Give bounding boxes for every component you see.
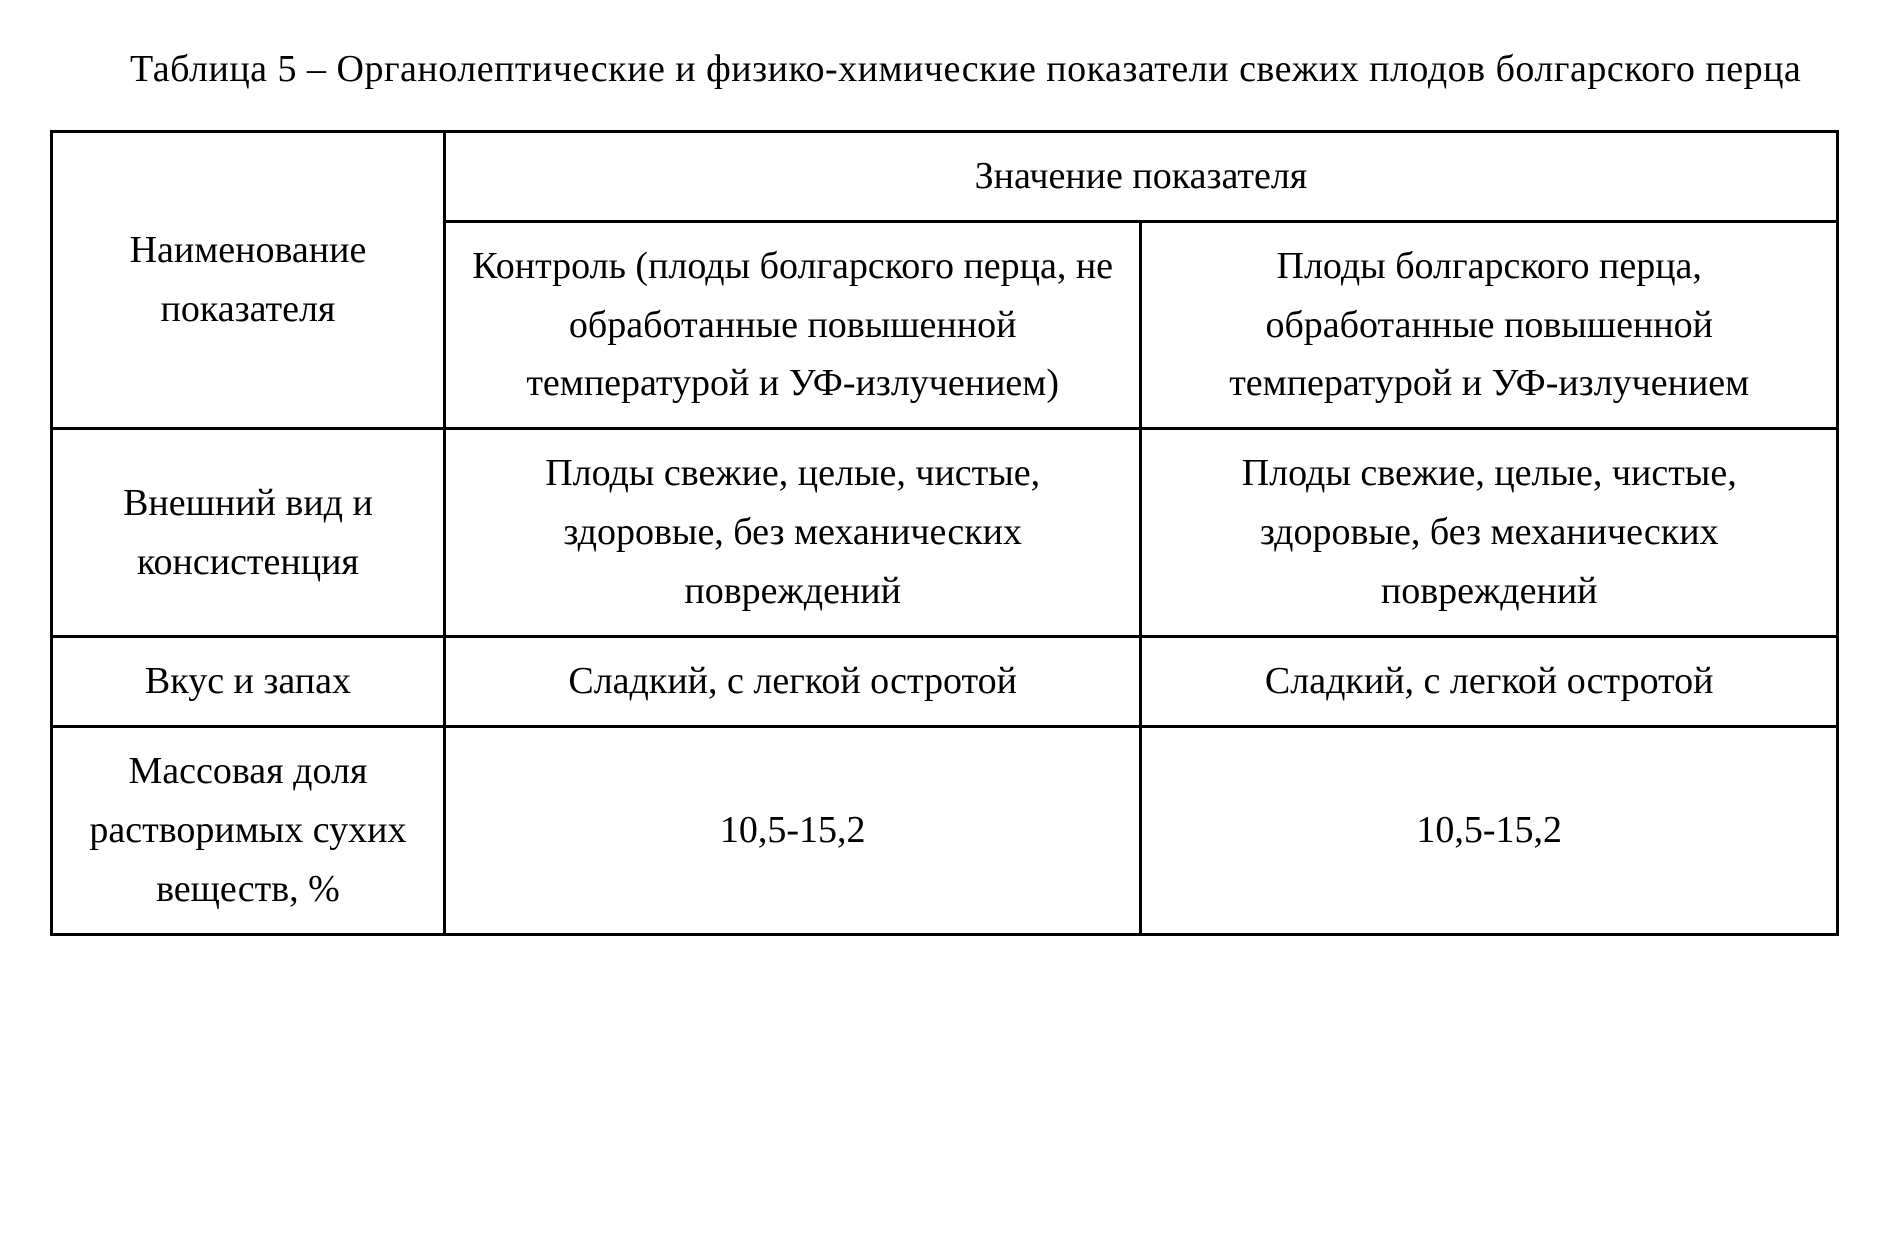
- cell-name: Вкус и запах: [52, 637, 445, 727]
- cell-control: Сладкий, с легкой остротой: [444, 637, 1141, 727]
- cell-treated: 10,5-15,2: [1141, 726, 1838, 934]
- data-table: Наименование показателя Значение показат…: [50, 130, 1839, 936]
- table-header-row-1: Наименование показателя Значение показат…: [52, 131, 1838, 221]
- header-col1: Наименование показателя: [52, 131, 445, 429]
- cell-treated: Сладкий, с легкой остротой: [1141, 637, 1838, 727]
- header-col3: Плоды болгарского перца, обработанные по…: [1141, 221, 1838, 429]
- cell-control: 10,5-15,2: [444, 726, 1141, 934]
- cell-control: Плоды свежие, целые, чистые, здоровые, б…: [444, 429, 1141, 637]
- cell-treated: Плоды свежие, целые, чистые, здоровые, б…: [1141, 429, 1838, 637]
- table-row: Внешний вид и консистенция Плоды свежие,…: [52, 429, 1838, 637]
- table-caption: Таблица 5 – Органолептические и физико-х…: [50, 30, 1839, 110]
- table-row: Вкус и запах Сладкий, с легкой остротой …: [52, 637, 1838, 727]
- header-merged: Значение показателя: [444, 131, 1837, 221]
- header-col2: Контроль (плоды болгарского перца, не об…: [444, 221, 1141, 429]
- cell-name: Внешний вид и консистенция: [52, 429, 445, 637]
- cell-name: Массовая доля растворимых сухих веществ,…: [52, 726, 445, 934]
- table-row: Массовая доля растворимых сухих веществ,…: [52, 726, 1838, 934]
